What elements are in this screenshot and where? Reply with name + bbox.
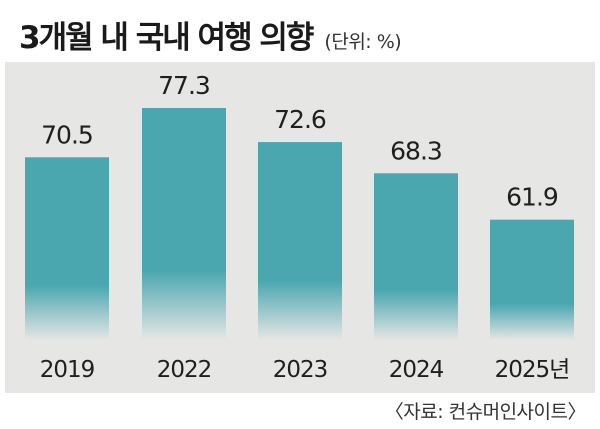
bar-2024 [374,173,458,340]
bar-2019 [25,157,109,340]
value-label: 77.3 [158,71,210,100]
bar-2023 [258,142,342,340]
value-label: 61.9 [506,183,558,212]
chart-header: 3개월 내 국내 여행 의향 (단위: %) [19,12,402,56]
category-label: 2022 [157,357,212,383]
unit-note: (단위: %) [324,31,402,53]
value-label: 68.3 [390,136,442,165]
category-label: 2019 [40,357,95,383]
value-label: 70.5 [41,120,93,149]
source-note: 〈자료: 컨슈머인사이트〉 [384,401,587,423]
category-label: 2025년 [495,357,570,383]
category-label: 2024 [389,357,444,383]
bar-2025년 [490,219,574,340]
bar-2022 [142,108,226,340]
chart-title: 3개월 내 국내 여행 의향 [19,20,314,56]
value-label: 72.6 [274,105,326,134]
category-label: 2023 [273,357,328,383]
